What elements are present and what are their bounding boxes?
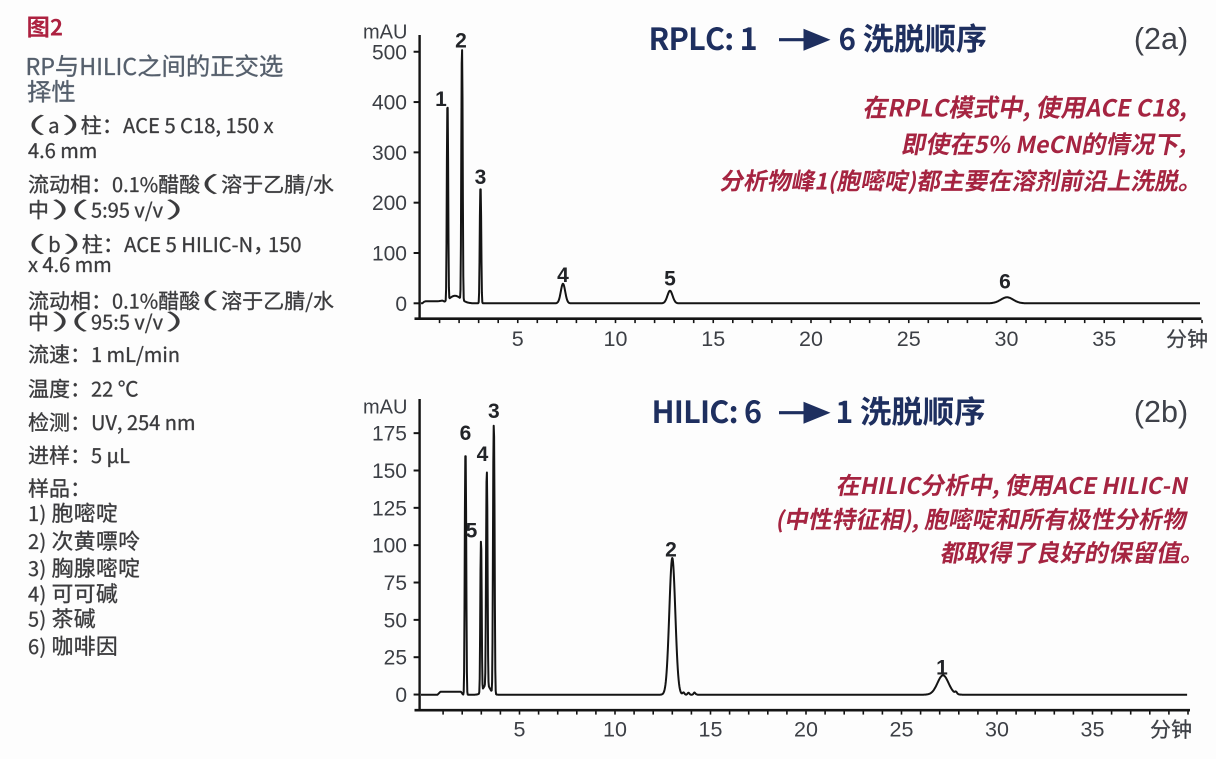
svg-text:150: 150 — [372, 460, 407, 483]
svg-text:25: 25 — [384, 647, 407, 670]
svg-text:20: 20 — [794, 718, 818, 742]
svg-text:2: 2 — [665, 539, 677, 562]
svg-text:10: 10 — [604, 327, 628, 351]
svg-text:200: 200 — [372, 192, 407, 215]
svg-text:3: 3 — [475, 166, 487, 189]
svg-text:6: 6 — [999, 271, 1011, 294]
svg-text:75: 75 — [384, 572, 407, 595]
svg-text:mAU: mAU — [363, 397, 407, 419]
svg-text:4: 4 — [477, 443, 489, 466]
svg-text:5: 5 — [466, 520, 478, 543]
svg-text:2: 2 — [455, 30, 467, 53]
svg-text:300: 300 — [372, 142, 407, 165]
svg-text:100: 100 — [372, 242, 407, 265]
svg-text:0: 0 — [395, 293, 407, 316]
svg-text:5: 5 — [512, 327, 524, 351]
svg-text:125: 125 — [372, 497, 407, 520]
svg-text:35: 35 — [1081, 718, 1105, 742]
svg-text:30: 30 — [985, 718, 1009, 742]
svg-text:6: 6 — [460, 422, 472, 445]
svg-text:175: 175 — [372, 423, 407, 446]
svg-text:0: 0 — [395, 684, 407, 707]
svg-text:1: 1 — [936, 657, 948, 680]
svg-text:25: 25 — [890, 718, 914, 742]
svg-text:mAU: mAU — [363, 22, 407, 44]
svg-text:5: 5 — [514, 718, 526, 742]
svg-text:50: 50 — [384, 609, 407, 632]
svg-text:3: 3 — [488, 400, 500, 423]
svg-text:5: 5 — [664, 268, 676, 291]
svg-text:(2a): (2a) — [1134, 22, 1188, 56]
svg-text:1: 1 — [435, 88, 447, 111]
svg-text:20: 20 — [799, 327, 823, 351]
svg-text:15: 15 — [701, 327, 725, 351]
svg-text:4: 4 — [557, 264, 569, 287]
svg-text:100: 100 — [372, 535, 407, 558]
svg-text:400: 400 — [372, 92, 407, 115]
svg-text:30: 30 — [995, 327, 1019, 351]
svg-text:35: 35 — [1092, 327, 1116, 351]
svg-text:10: 10 — [603, 718, 627, 742]
svg-text:(2b): (2b) — [1134, 395, 1188, 429]
svg-text:500: 500 — [372, 41, 407, 64]
svg-text:15: 15 — [699, 718, 723, 742]
svg-text:25: 25 — [897, 327, 921, 351]
